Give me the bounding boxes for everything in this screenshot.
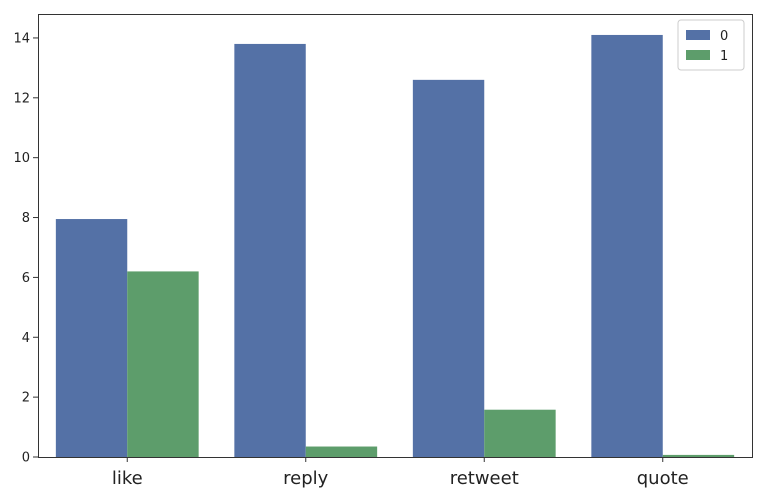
- bars-layer: [55, 34, 735, 458]
- y-tick-label: 4: [22, 331, 30, 346]
- x-axis: like reply retweet quote: [112, 457, 689, 489]
- bar-like-series-1: [127, 271, 199, 457]
- y-tick-label: 12: [13, 91, 30, 106]
- bar-quote-series-0: [591, 34, 663, 458]
- bar-reply-series-1: [305, 446, 378, 457]
- y-tick-label: 0: [22, 451, 30, 466]
- plot-frame: [38, 14, 753, 458]
- x-tick-label-quote: quote: [637, 468, 689, 489]
- y-tick-label: 6: [22, 271, 30, 286]
- legend-label-0: 0: [720, 29, 728, 44]
- legend-swatch-0: [686, 30, 710, 40]
- y-tick-label: 8: [22, 211, 30, 226]
- bar-reply-series-0: [234, 43, 306, 457]
- y-tick-label: 10: [13, 151, 30, 166]
- legend-swatch-1: [686, 50, 710, 60]
- x-tick-label-like: like: [112, 468, 143, 489]
- bar-retweet-series-1: [484, 409, 556, 457]
- y-tick-label: 14: [13, 31, 30, 46]
- y-axis: 0 2 4 6 8 10 12 14: [13, 31, 38, 466]
- x-tick-label-reply: reply: [283, 468, 329, 489]
- y-tick-label: 2: [22, 391, 30, 406]
- bar-retweet-series-0: [412, 79, 485, 457]
- legend-box: [677, 19, 745, 71]
- bar-like-series-0: [55, 219, 128, 457]
- legend: 01: [677, 19, 745, 71]
- x-tick-label-retweet: retweet: [450, 468, 519, 489]
- legend-label-1: 1: [720, 49, 728, 64]
- bar-quote-series-1: [662, 454, 735, 457]
